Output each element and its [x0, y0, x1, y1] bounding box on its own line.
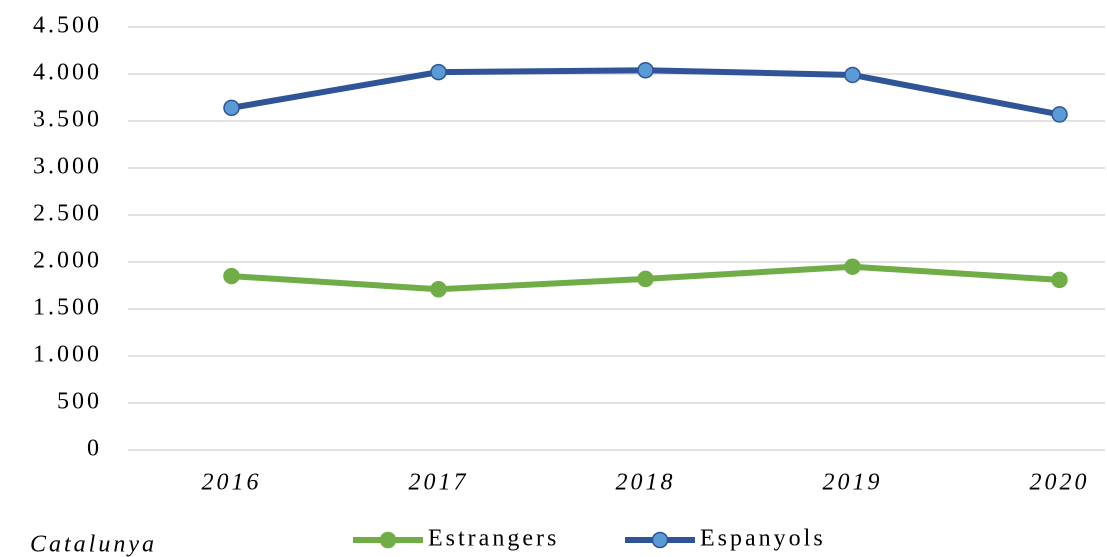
annotation: Catalunya: [30, 532, 157, 557]
data-point: [637, 270, 654, 288]
y-tick-label: 2.000: [33, 248, 102, 274]
y-tick-label: 4.500: [33, 13, 102, 39]
data-point: [844, 66, 861, 84]
legend-marker: [651, 531, 669, 549]
data-point: [1051, 271, 1068, 289]
y-tick-label: 1.000: [33, 342, 102, 368]
legend-label: Estrangers: [428, 526, 559, 552]
legend-label: Espanyols: [700, 526, 826, 552]
y-tick-label: 0: [87, 436, 102, 462]
data-point: [223, 267, 240, 285]
legend-marker: [379, 531, 397, 549]
y-tick-label: 4.000: [33, 60, 102, 86]
x-tick-label: 2017: [409, 470, 469, 496]
data-point: [1051, 106, 1068, 123]
x-tick-label: 2020: [1030, 470, 1090, 496]
x-tick-label: 2016: [202, 470, 262, 496]
y-tick-label: 500: [57, 389, 102, 415]
data-point: [844, 258, 861, 275]
y-tick-label: 3.000: [33, 154, 102, 180]
y-tick-label: 3.500: [33, 107, 102, 133]
data-point: [637, 61, 654, 79]
x-tick-label: 2018: [616, 470, 676, 496]
y-tick-label: 2.500: [33, 201, 102, 227]
data-point: [430, 281, 447, 298]
data-point: [430, 63, 447, 81]
y-tick-label: 1.500: [33, 295, 102, 321]
data-point: [223, 99, 240, 117]
x-tick-label: 2019: [823, 470, 883, 496]
